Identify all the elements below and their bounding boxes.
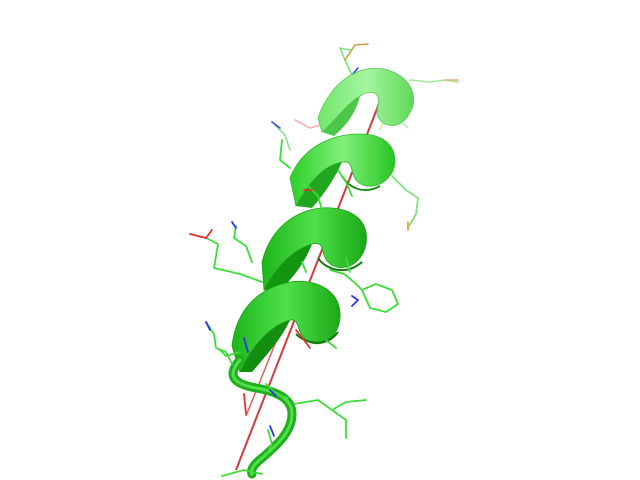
helix-turn-2 — [289, 133, 396, 208]
coil-tail — [228, 355, 297, 479]
helix-turn-1 — [317, 67, 414, 136]
helix-turn-3 — [261, 207, 367, 292]
side-chains-near — [189, 139, 419, 477]
helix-turn-4 — [231, 280, 341, 374]
